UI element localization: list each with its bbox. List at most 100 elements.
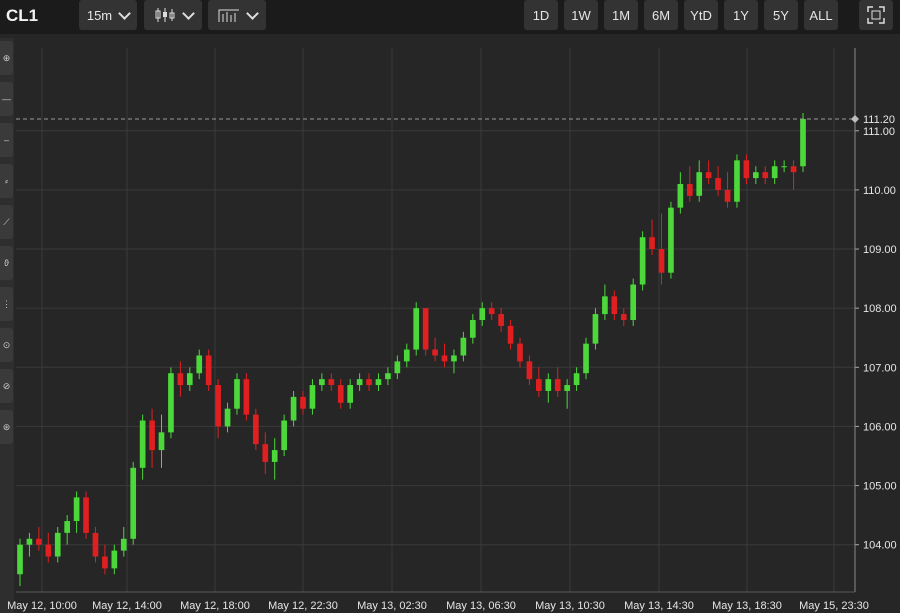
candle-body [281,420,287,451]
line-tool-icon[interactable]: — [0,82,13,116]
candle-body [120,538,127,551]
range-button-1d[interactable]: 1D [524,0,558,30]
candle-body [620,314,627,320]
fullscreen-button[interactable] [859,0,893,30]
candle-body [234,379,240,409]
candle-body [800,118,806,167]
candle-body [158,432,165,451]
indicators-icon [218,9,239,22]
horizontal-line-icon[interactable]: – [0,123,13,157]
candle-body [583,343,589,374]
fullscreen-icon [867,6,885,24]
candle-body [130,467,137,539]
brush-icon[interactable]: ⋮ [0,287,13,321]
candle-body [705,172,712,179]
candle-body [215,385,221,427]
candle-body [17,544,23,575]
candle-body [658,249,665,273]
crosshair-icon[interactable]: ⊕ [0,41,13,75]
candle-body [36,538,42,545]
candle-body [771,166,778,179]
candle-body [64,521,70,533]
candle-body [205,355,212,386]
chart-style-dropdown[interactable] [144,0,202,30]
fibonacci-icon[interactable]: ⸗ [0,164,13,198]
range-button-all[interactable]: ALL [804,0,838,30]
candle-body [545,379,552,391]
candle-body [262,444,269,462]
x-tick-label: May 13, 10:30 [535,600,605,612]
y-tick-label: 109.00 [863,244,897,256]
candle-body [196,355,203,374]
x-tick-label: May 12, 18:00 [180,600,250,612]
x-tick-label: May 12, 22:30 [268,600,338,612]
candle-body [413,308,420,350]
magnet-icon[interactable]: ⊛ [0,410,13,444]
candle-body [347,385,354,403]
last-price-label: 111.20 [863,114,895,126]
candle-body [54,532,61,557]
x-tick-label: May 13, 14:30 [624,600,694,612]
candle-body [781,166,787,168]
candle-body [488,308,495,315]
drawing-tools-sidebar: ⊕ — – ⸗ ⟋ ϑ ⋮ ⊙ ⊘ ⊛ [0,38,14,613]
candle-body [139,420,146,468]
candle-body [507,325,514,344]
candle-body [366,379,372,386]
x-tick-label: May 13, 02:30 [357,600,427,612]
candle-body [300,396,306,409]
range-button-ytd[interactable]: YtD [684,0,718,30]
candle-body [649,237,655,250]
candle-body [441,355,448,362]
candle-body [498,314,504,326]
candle-body [92,532,99,557]
candle-body [602,296,608,315]
candle-body [451,355,457,362]
candle-body [668,207,674,273]
y-tick-label: 106.00 [863,421,897,433]
candle-body [696,172,703,196]
trend-tool-icon[interactable]: ⟋ [0,205,13,239]
y-tick-label: 105.00 [863,481,897,493]
candle-body [149,420,155,451]
symbol-label: CL1 [6,6,39,25]
candle-body [564,385,570,391]
range-button-1w[interactable]: 1W [564,0,598,30]
candle-body [45,544,52,557]
candle-body [177,373,184,386]
candle-body [337,385,344,403]
candle-body [356,379,363,386]
candle-body [517,343,523,362]
candle-body [394,361,401,374]
candle-body [686,184,693,196]
candle-body [186,373,193,386]
candle-body [271,450,278,462]
candle-body [611,296,618,315]
candle-body [762,172,769,179]
candle-body [715,178,721,190]
candle-body [554,379,561,391]
candle-body [743,160,750,179]
candle-body [385,373,391,380]
candle-body [592,314,599,344]
candle-body [639,237,646,285]
y-tick-label: 108.00 [863,303,897,315]
range-button-1y[interactable]: 1Y [724,0,758,30]
text-icon[interactable]: ⊙ [0,328,13,362]
x-tick-label: May 12, 14:00 [92,600,162,612]
measure-icon[interactable]: ⊘ [0,369,13,403]
candle-body [243,379,250,415]
interval-dropdown[interactable]: 15m [79,0,137,30]
pattern-icon[interactable]: ϑ [0,246,13,280]
candle-body [753,172,759,179]
top-toolbar: CL1 15m 1D 1W 1M 6M YtD 1Y 5Y ALL [0,0,900,34]
candle-body [734,160,740,202]
y-tick-label: 107.00 [863,362,897,374]
indicators-dropdown[interactable] [208,0,266,30]
range-button-6m[interactable]: 6M [644,0,678,30]
candle-body [83,497,89,533]
range-button-5y[interactable]: 5Y [764,0,798,30]
range-button-1m[interactable]: 1M [604,0,638,30]
y-tick-label: 111.00 [863,126,895,138]
